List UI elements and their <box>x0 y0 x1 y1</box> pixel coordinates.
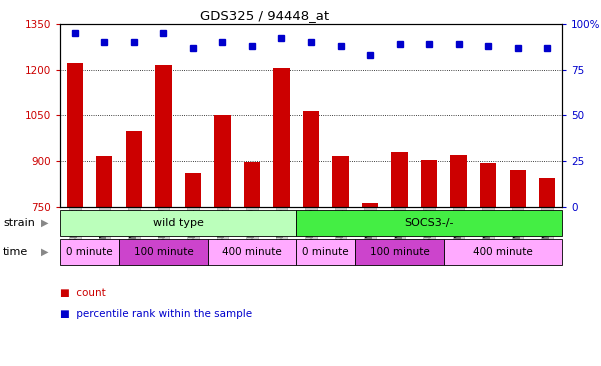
Text: time: time <box>3 247 28 257</box>
Bar <box>119 239 208 265</box>
Bar <box>451 155 467 207</box>
Text: ▶: ▶ <box>41 218 48 228</box>
Bar <box>244 162 260 207</box>
Bar <box>303 111 319 207</box>
Bar <box>510 170 526 207</box>
Bar <box>296 210 562 236</box>
Bar <box>539 178 555 207</box>
Bar <box>273 68 290 207</box>
Bar <box>208 239 296 265</box>
Text: 0 minute: 0 minute <box>66 247 113 257</box>
Bar <box>155 65 171 207</box>
Bar <box>480 163 496 207</box>
Bar <box>215 115 231 207</box>
Text: SOCS3-/-: SOCS3-/- <box>404 218 454 228</box>
Bar <box>60 239 119 265</box>
Bar <box>421 160 437 207</box>
Text: strain: strain <box>3 218 35 228</box>
Text: ■  count: ■ count <box>60 288 106 298</box>
Bar <box>185 173 201 207</box>
Text: 100 minute: 100 minute <box>370 247 430 257</box>
Bar <box>332 156 349 207</box>
Bar <box>362 203 378 207</box>
Bar <box>126 131 142 207</box>
Bar <box>67 63 83 207</box>
Bar <box>444 239 562 265</box>
Bar <box>391 152 407 207</box>
Text: 100 minute: 100 minute <box>133 247 194 257</box>
Text: ■  percentile rank within the sample: ■ percentile rank within the sample <box>60 309 252 319</box>
Text: ▶: ▶ <box>41 247 48 257</box>
Text: GDS325 / 94448_at: GDS325 / 94448_at <box>200 9 329 22</box>
Text: 400 minute: 400 minute <box>473 247 532 257</box>
Text: wild type: wild type <box>153 218 204 228</box>
Text: 0 minute: 0 minute <box>302 247 349 257</box>
Text: 400 minute: 400 minute <box>222 247 282 257</box>
Bar <box>355 239 444 265</box>
Bar <box>96 156 112 207</box>
Bar <box>60 210 296 236</box>
Bar <box>296 239 355 265</box>
